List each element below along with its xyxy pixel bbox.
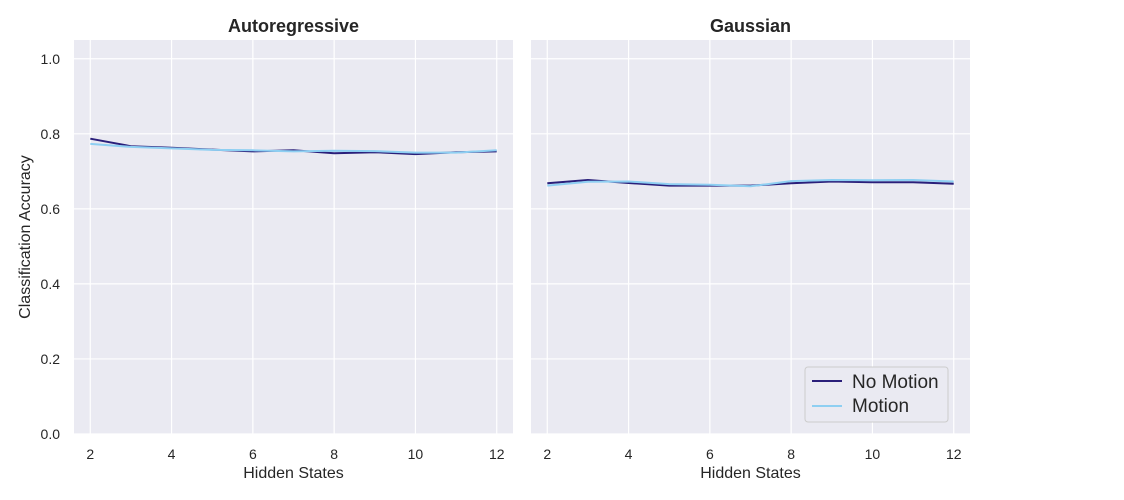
x-ticks-gaussian: 2 4 6 8 10 12 [543,446,961,462]
plot-area-autoregressive [74,40,513,434]
y-tick-label: 0.2 [41,351,61,367]
y-tick-label: 0.6 [41,201,61,217]
panel-title-gaussian: Gaussian [710,16,791,36]
legend-label-no-motion: No Motion [852,372,939,393]
series-lines-gaussian [547,178,954,188]
x-tick-label: 6 [706,446,714,462]
gridlines-autoregressive [74,40,513,435]
x-tick-label: 2 [86,446,94,462]
y-tick-label: 0.0 [41,426,61,442]
panel-autoregressive: 2 4 6 8 10 12 0.0 0.2 0.4 0.6 0.8 1.0 Autoregressi… [17,16,513,482]
legend: No Motion Motion [804,366,949,423]
x-tick-label: 8 [330,446,338,462]
y-tick-label: 0.8 [41,126,61,142]
x-tick-label: 6 [249,446,257,462]
x-tick-label: 12 [489,446,505,462]
x-tick-label: 8 [787,446,795,462]
series-line-motion [90,142,497,154]
x-tick-label: 10 [865,446,881,462]
series-line-motion [547,178,954,188]
x-tick-label: 4 [168,446,176,462]
x-tick-label: 4 [625,446,633,462]
y-ticks-autoregressive: 0.0 0.2 0.4 0.6 0.8 1.0 [41,51,61,442]
series-lines-autoregressive [90,137,497,156]
panel-title-autoregressive: Autoregressive [228,16,359,36]
legend-label-motion: Motion [852,396,909,417]
x-tick-label: 12 [946,446,962,462]
x-tick-label: 2 [543,446,551,462]
x-ticks-autoregressive: 2 4 6 8 10 12 [86,446,504,462]
y-tick-label: 0.4 [41,276,61,292]
y-tick-label: 1.0 [41,51,61,67]
y-axis-label: Classification Accuracy [17,155,34,319]
x-axis-label-gaussian: Hidden States [700,465,801,482]
x-tick-label: 10 [408,446,424,462]
x-axis-label-autoregressive: Hidden States [243,465,344,482]
panel-gaussian: 2 4 6 8 10 12 Gaussian Hidden States No Motio… [531,16,970,482]
